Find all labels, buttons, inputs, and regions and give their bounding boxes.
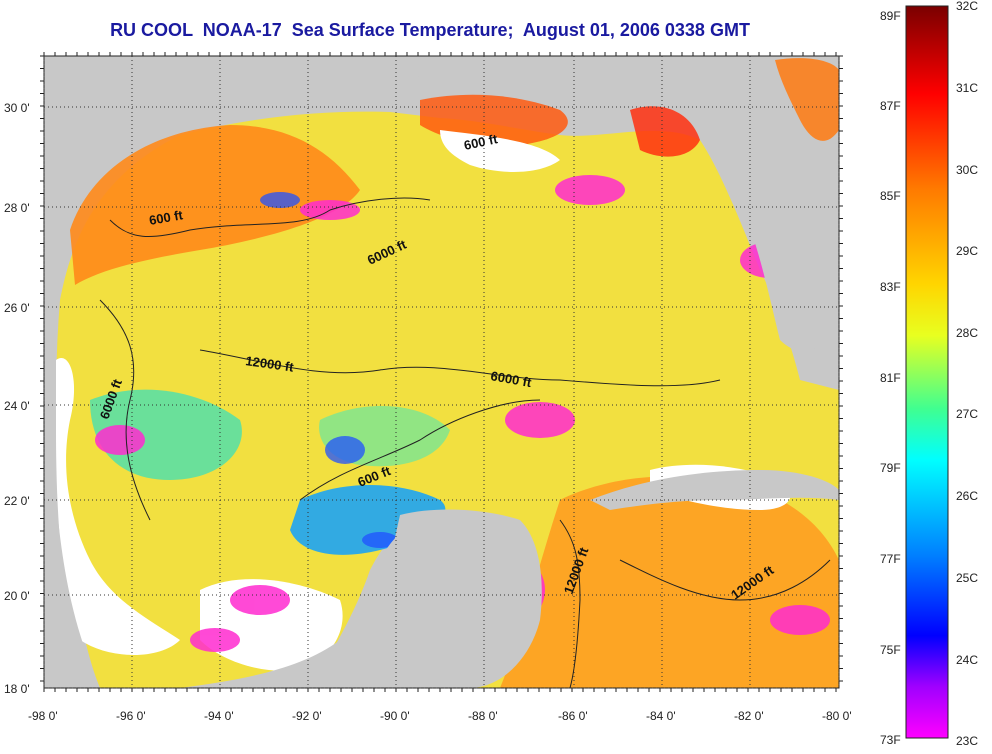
lon-tick-label: -80 0' — [822, 709, 852, 723]
warm-north — [70, 125, 360, 285]
warm-big-bend — [630, 106, 700, 157]
isobath-lines — [99, 197, 831, 688]
colorbar-f-label: 87F — [880, 99, 901, 113]
colorbar-c-label: 30C — [956, 163, 978, 177]
colorbar-c-label: 31C — [956, 81, 978, 95]
lat-tick-label: 20 0' — [4, 589, 30, 603]
map-area — [44, 56, 839, 688]
lat-tick-label: 30 0' — [4, 101, 30, 115]
isobath-label: 600 ft — [148, 207, 185, 228]
isobath-label: 600 ft — [463, 131, 500, 153]
colorbar-f-label: 73F — [880, 733, 901, 747]
lon-axis-labels: -98 0' -96 0' -94 0' -92 0' -90 0' -88 0… — [28, 709, 852, 723]
colorbar-c-label: 27C — [956, 407, 978, 421]
cloud-north — [440, 130, 560, 172]
colorbar-c-label: 32C — [956, 0, 978, 13]
lon-tick-label: -94 0' — [204, 709, 234, 723]
florida-west-coast — [775, 58, 839, 141]
colorbar-c-label: 24C — [956, 653, 978, 667]
campeche-land — [180, 515, 470, 688]
warm-caribbean — [500, 476, 839, 688]
lon-tick-label: -98 0' — [28, 709, 58, 723]
lon-tick-label: -86 0' — [558, 709, 588, 723]
lon-tick-label: -96 0' — [116, 709, 146, 723]
colorbar — [905, 5, 949, 739]
colorbar-f-label: 79F — [880, 461, 901, 475]
colorbar-f-label: 85F — [880, 189, 901, 203]
florida-land — [700, 56, 839, 351]
colorbar-c-label: 23C — [956, 734, 978, 748]
colorbar-c-label: 28C — [956, 326, 978, 340]
lat-axis-labels: 30 0' 28 0' 26 0' 24 0' 22 0' 20 0' 18 0… — [4, 101, 30, 696]
colorbar-f-label: 75F — [880, 643, 901, 657]
lon-tick-label: -84 0' — [646, 709, 676, 723]
north-coast-land — [44, 56, 700, 220]
colorbar-f-label: 83F — [880, 280, 901, 294]
lon-tick-label: -92 0' — [292, 709, 322, 723]
colorbar-c-label: 25C — [956, 571, 978, 585]
isobath-label: 6000 ft — [489, 368, 533, 390]
mexico-land — [44, 300, 100, 688]
lat-tick-label: 28 0' — [4, 201, 30, 215]
colorbar-f-label: 77F — [880, 552, 901, 566]
colorbar-f-labels: 89F 87F 85F 83F 81F 79F 77F 75F 73F — [880, 9, 901, 747]
lat-tick-label: 22 0' — [4, 494, 30, 508]
lon-tick-label: -82 0' — [734, 709, 764, 723]
colorbar-c-labels: 32C 31C 30C 29C 28C 27C 26C 25C 24C 23C — [956, 0, 978, 748]
isobath-label: 12000 ft — [245, 353, 296, 375]
cloud-west — [56, 358, 180, 655]
lat-tick-label: 26 0' — [4, 301, 30, 315]
colorbar-f-label: 81F — [880, 371, 901, 385]
colorbar-c-label: 29C — [956, 244, 978, 258]
lat-tick-label: 24 0' — [4, 399, 30, 413]
graticule — [40, 52, 843, 692]
map-title: RU COOL NOAA-17 Sea Surface Temperature;… — [110, 20, 750, 40]
lon-tick-label: -88 0' — [468, 709, 498, 723]
lon-tick-label: -90 0' — [380, 709, 410, 723]
blue-patches — [260, 192, 398, 548]
lat-tick-label: 18 0' — [4, 682, 30, 696]
colorbar-c-label: 26C — [956, 489, 978, 503]
colorbar-f-label: 89F — [880, 9, 901, 23]
